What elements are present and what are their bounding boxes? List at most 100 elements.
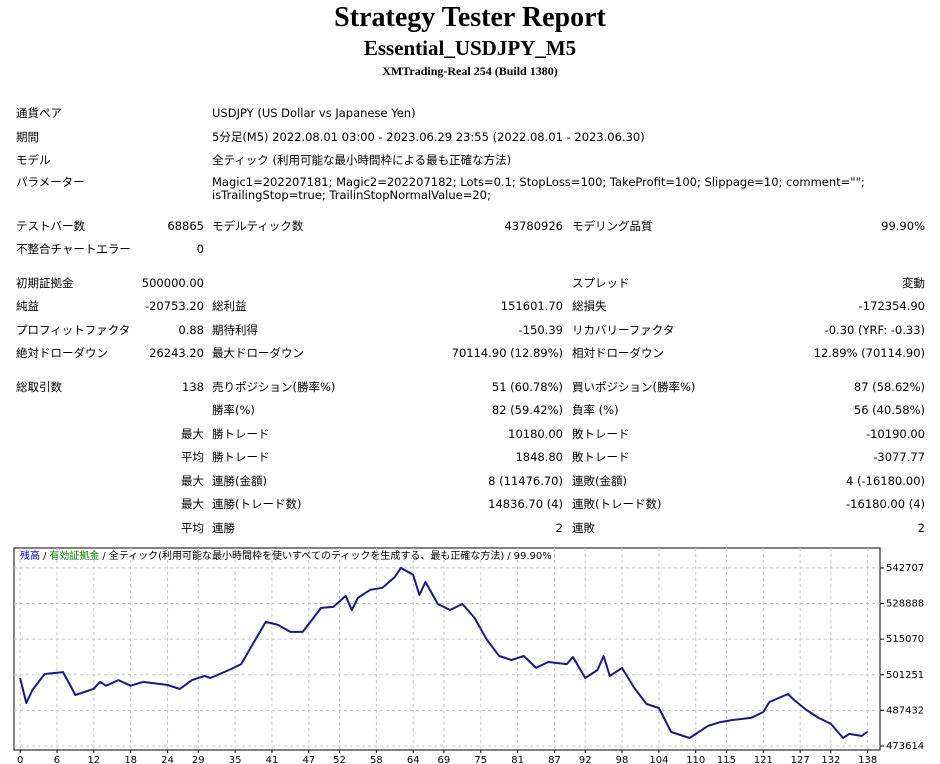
x-tick-label: 52 (333, 755, 346, 764)
report-title: Strategy Tester Report (334, 2, 606, 33)
x-tick-label: 98 (616, 755, 629, 764)
x-tick-label: 47 (302, 755, 315, 764)
stats-value: -3077.77 (873, 450, 925, 464)
info-table: 通貨ペア USDJPY (US Dollar vs Japanese Yen) 期間… (0, 102, 940, 205)
stats-label: 連敗(トレード数) (572, 497, 662, 511)
report-tables: 通貨ペア USDJPY (US Dollar vs Japanese Yen) 期間… (0, 102, 940, 540)
stats-label: リカバリーファクタ (572, 322, 675, 337)
stats-value: -10190.00 (865, 426, 925, 441)
y-tick-label: 515070 (886, 634, 924, 645)
info-row: モデル 全ティック (利用可能な最小時間枠による最も正確な方法) (0, 149, 940, 173)
stats-label: モデルティック数 (212, 218, 304, 233)
info-label: モデル (16, 153, 51, 167)
x-tick-label: 35 (229, 755, 242, 764)
stats-row: 不整合チャートエラー 0 (0, 238, 940, 262)
stats-value: 2 (555, 520, 563, 535)
x-tick-label: 29 (192, 755, 205, 764)
stats-label: テストバー数 (16, 218, 85, 233)
stats-row: 絶対ドローダウン 26243.20 最大ドローダウン 70114.90 (12.89%… (0, 342, 940, 366)
stats-group: 総取引数 138 売りポジション(勝率%) 51 (60.78%) 買いポジション(勝率… (0, 376, 940, 541)
stats-value: 平均 (181, 450, 204, 464)
stats-value: -150.39 (518, 322, 563, 337)
stats-value: 14836.70 (4) (488, 497, 563, 511)
stats-label: 最大ドローダウン (212, 346, 304, 360)
legend-item: 残高 (20, 549, 40, 562)
stats-value: 1848.80 (515, 450, 563, 464)
stats-value: 10180.00 (508, 426, 563, 441)
stats-value: 68865 (167, 218, 204, 233)
x-tick-label: 92 (579, 755, 592, 764)
stats-value: -16180.00 (4) (846, 497, 925, 511)
stats-value: -20753.20 (144, 299, 204, 313)
stats-row: 平均 連勝 2 連敗 2 (0, 517, 940, 541)
stats-row: 純益 -20753.20 総利益 151601.70 総損失 -172354.90 (0, 295, 940, 319)
stats-label: 敗トレード (572, 450, 630, 464)
y-tick-label: 542707 (886, 563, 924, 574)
stats-value: -172354.90 (858, 299, 925, 313)
legend-item: / (507, 551, 511, 562)
x-tick-label: 58 (370, 755, 383, 764)
stats-value: 変動 (902, 275, 925, 290)
stats-group: 初期証拠金 500000.00 スプレッド 変動 純益 -20753.20 総利益 15160… (0, 272, 940, 366)
info-label: 期間 (16, 129, 39, 144)
stats-label: 勝トレード (212, 450, 270, 464)
x-tick-label: 127 (791, 755, 810, 764)
stats-value: 8 (11476.70) (488, 473, 563, 488)
legend-item: 有効証拠金 (49, 549, 99, 562)
info-value: Magic1=202207181; Magic2=202207182; Lots… (212, 174, 865, 202)
plot-frame (13, 547, 881, 751)
stats-value: 26243.20 (149, 346, 204, 360)
x-tick-label: 138 (858, 755, 877, 764)
info-value: USDJPY (US Dollar vs Japanese Yen) (212, 106, 416, 120)
stats-value: 最大 (181, 426, 204, 441)
info-row: 通貨ペア USDJPY (US Dollar vs Japanese Yen) (0, 102, 940, 126)
stats-value: 4 (-16180.00) (846, 473, 925, 488)
stats-row: 最大 勝トレード 10180.00 敗トレード -10190.00 (0, 423, 940, 447)
stats-label: 純益 (16, 299, 39, 313)
stats-value: 138 (182, 379, 204, 394)
stats-value: 87 (58.62%) (853, 379, 925, 394)
stats-row: 初期証拠金 500000.00 スプレッド 変動 (0, 272, 940, 296)
stats-label: 絶対ドローダウン (16, 346, 108, 360)
info-label: パラメーター (16, 174, 85, 189)
stats-row: 最大 連勝(金額) 8 (11476.70) 連敗(金額) 4 (-16180.00) (0, 470, 940, 494)
stats-row: 勝率(%) 82 (59.42%) 負率 (%) 56 (40.58%) (0, 399, 940, 423)
stats-label: 負率 (%) (572, 403, 619, 417)
legend-item: 99.90% (514, 551, 552, 562)
stats-label: スプレッド (572, 275, 630, 290)
info-row: パラメーター Magic1=202207181; Magic2=202207182… (0, 173, 940, 205)
stats-label: 敗トレード (572, 426, 630, 441)
stats-label: プロフィットファクタ (16, 322, 131, 337)
stats-label: 初期証拠金 (16, 275, 74, 290)
report-subtitle: Essential_USDJPY_M5 (363, 36, 577, 60)
y-tick-label: 528888 (886, 599, 924, 610)
stats-value: 51 (60.78%) (491, 379, 563, 394)
stats-value: -0.30 (YRF: -0.33) (824, 322, 925, 337)
stats-label: 連敗(金額) (572, 473, 627, 488)
stats-label: モデリング品質 (572, 218, 653, 233)
x-tick-label: 121 (754, 755, 773, 764)
stats-value: 平均 (181, 520, 204, 535)
stats-value: 500000.00 (141, 275, 204, 290)
x-tick-label: 69 (438, 755, 451, 764)
stats-value: 2 (917, 520, 925, 535)
stats-row: テストバー数 68865 モデルティック数 43780926 モデリング品質 99.90% (0, 215, 940, 239)
legend-item: 全ティック(利用可能な最小時間枠を使いすべてのティックを生成する、最も正確な方法… (109, 549, 505, 562)
stats-label: 総利益 (212, 299, 247, 313)
stats-value: 最大 (181, 473, 204, 488)
y-tick-label: 473614 (886, 741, 924, 752)
stats-label: 買いポジション(勝率%) (572, 379, 696, 394)
stats-value: 70114.90 (12.89%) (451, 346, 563, 360)
legend-item: / (102, 551, 106, 562)
x-tick-label: 110 (686, 755, 705, 764)
info-value: 5分足(M5) 2022.08.01 03:00 - 2023.06.29 23… (212, 129, 645, 144)
stats-label: 総取引数 (16, 379, 62, 394)
x-tick-label: 81 (511, 755, 524, 764)
stats-value: 0 (196, 242, 204, 256)
stats-label: 連勝(トレード数) (212, 497, 302, 511)
legend: 残高 / 有効証拠金 / 全ティック(利用可能な最小時間枠を使いすべてのティックを生成す… (20, 549, 552, 562)
stats-value: 43780926 (504, 218, 563, 233)
x-tick-label: 12 (87, 755, 100, 764)
stats-value: 12.89% (70114.90) (813, 346, 925, 360)
